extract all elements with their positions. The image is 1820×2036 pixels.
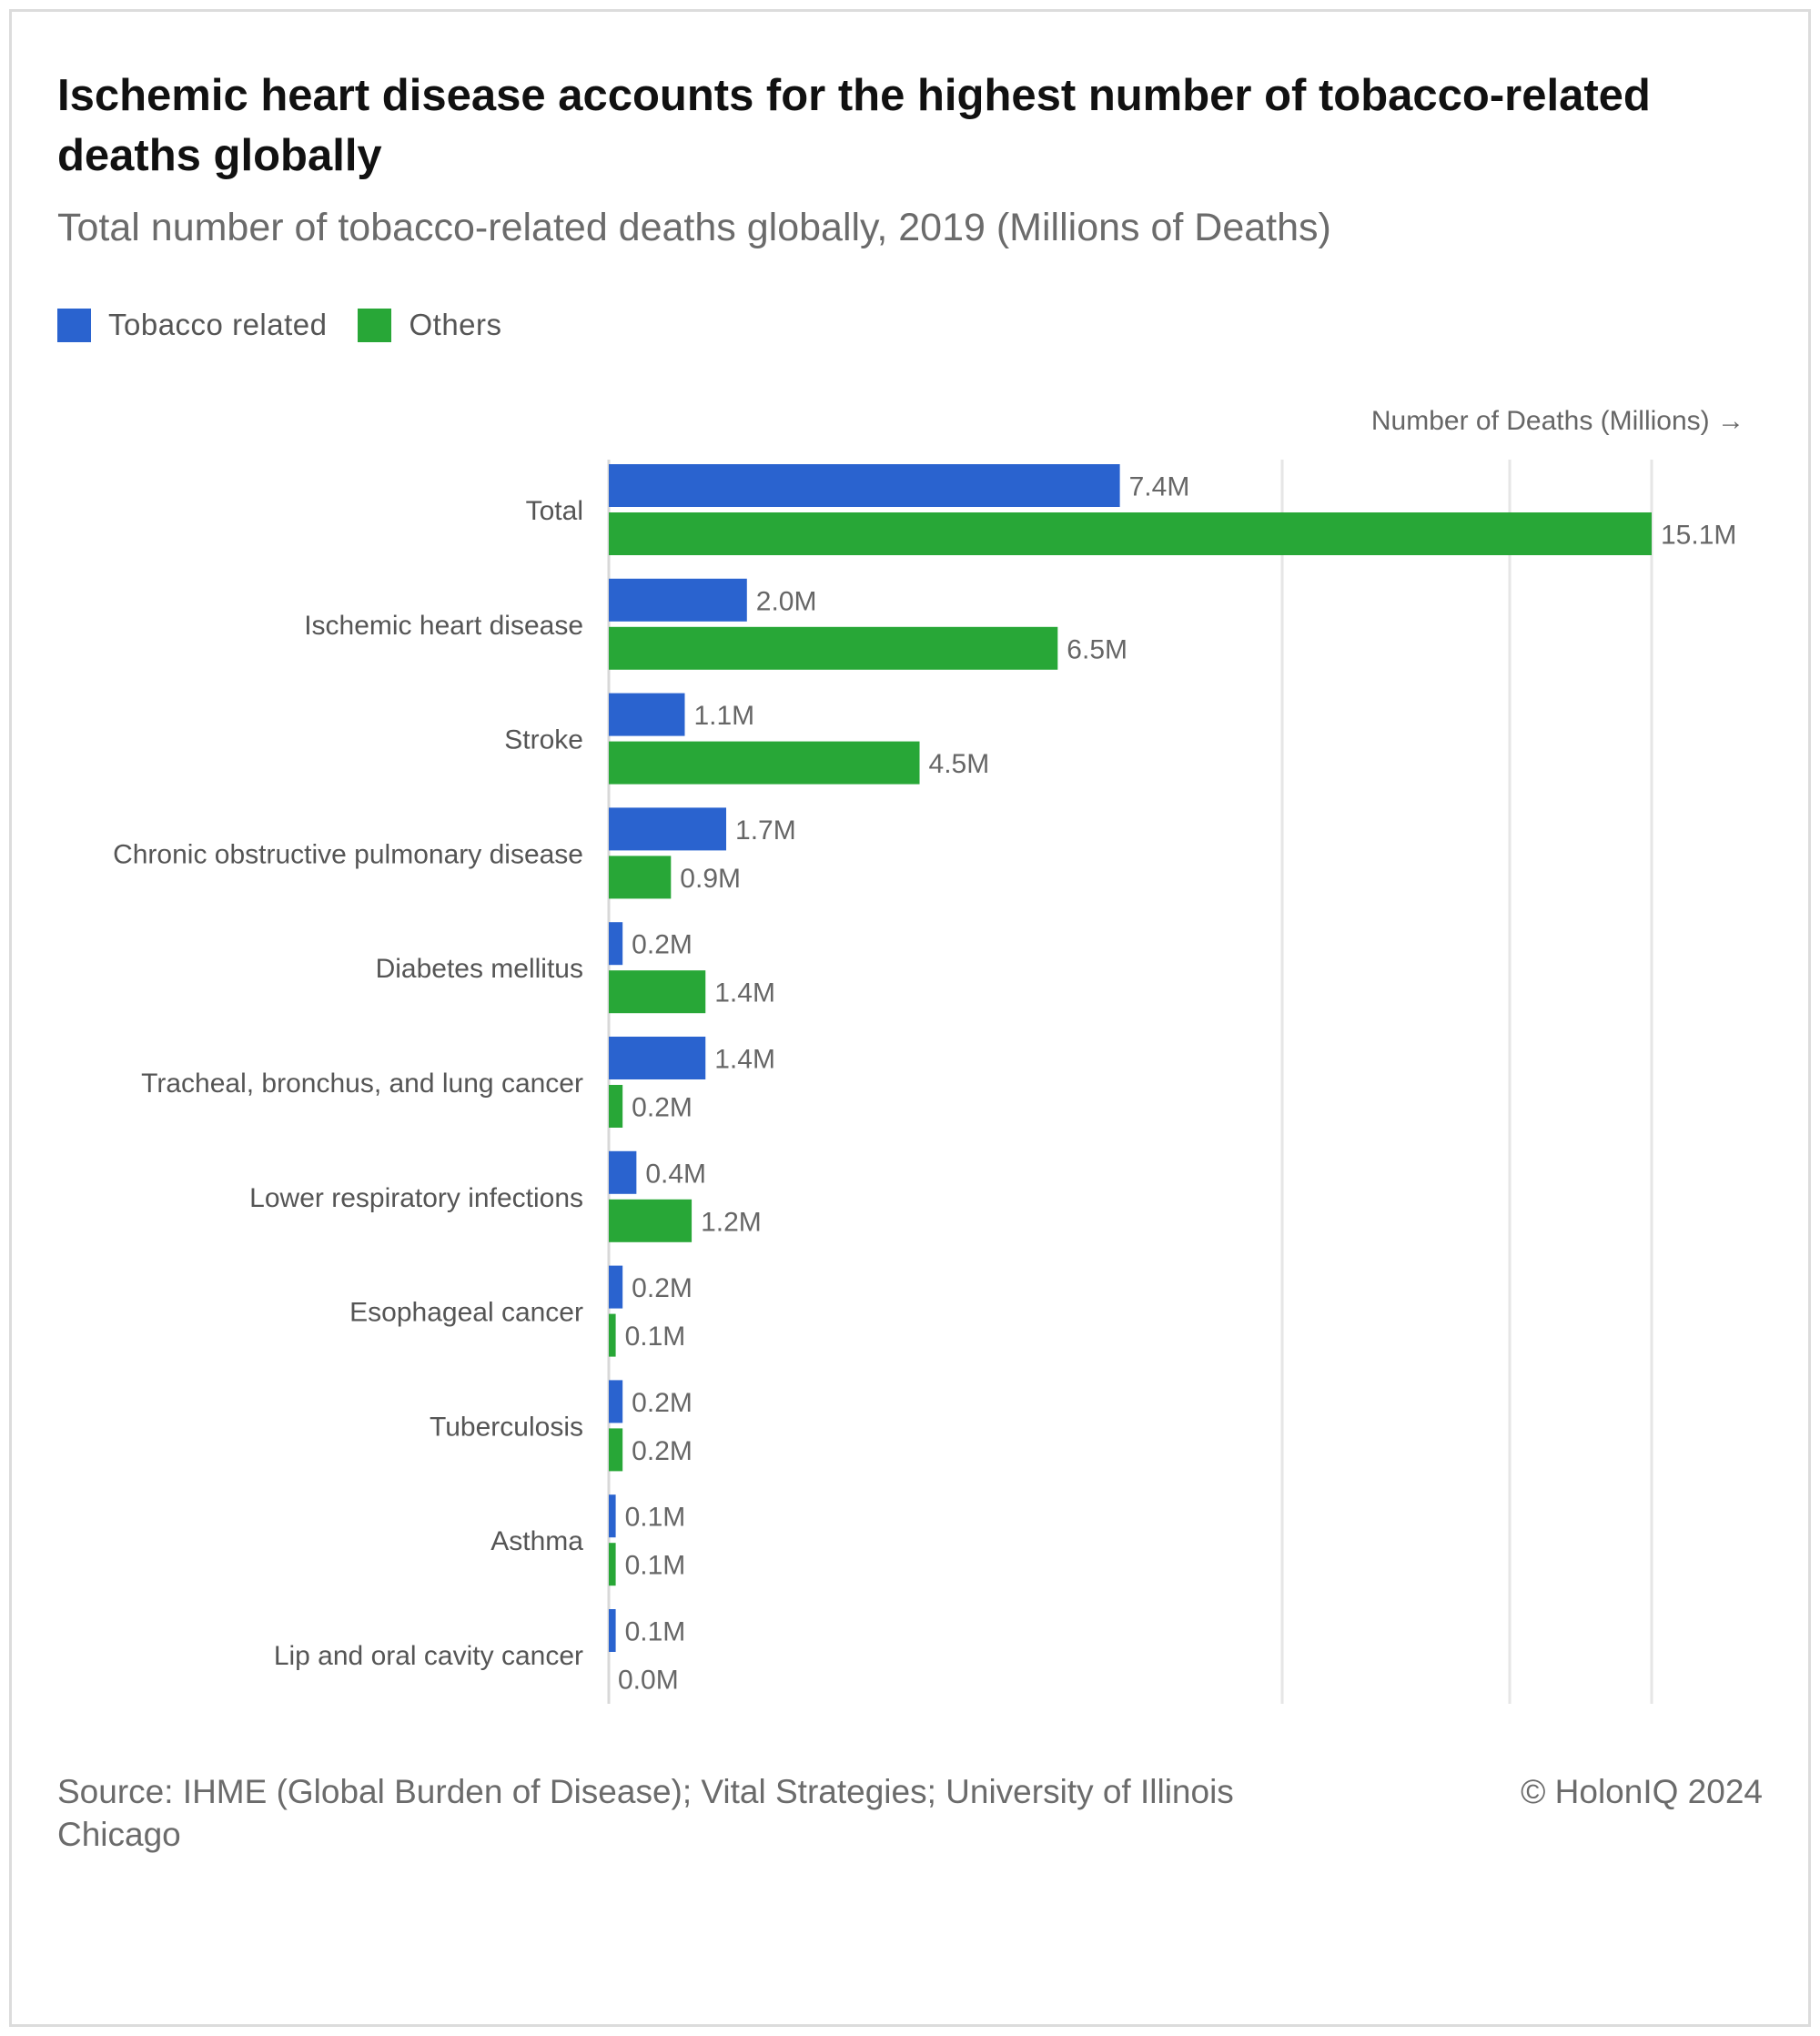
category-label: Diabetes mellitus (376, 954, 583, 984)
data-label: 0.0M (618, 1666, 679, 1696)
legend: Tobacco related Others (57, 305, 533, 345)
data-label: 0.4M (645, 1159, 706, 1189)
data-label: 4.5M (929, 749, 990, 779)
data-label: 1.2M (701, 1207, 762, 1237)
bar-others (609, 970, 706, 1014)
bar-layer (609, 464, 1652, 1652)
label-layer: Total 7.4M 15.1M Ischemic heart disease 2.0M… (113, 472, 1736, 1696)
data-label: 1.4M (714, 978, 775, 1008)
legend-swatch-tobacco (57, 308, 91, 342)
bar-tobacco (609, 1609, 616, 1652)
bar-others (609, 512, 1652, 555)
bar-others (609, 1313, 616, 1357)
data-label: 15.1M (1661, 521, 1736, 551)
bar-tobacco (609, 693, 685, 736)
category-label: Stroke (504, 725, 583, 755)
legend-swatch-others (358, 308, 392, 342)
bar-others (609, 1085, 623, 1128)
source-note: Source: IHME (Global Burden of Disease);… (57, 1773, 1234, 1853)
bar-tobacco (609, 1150, 637, 1194)
data-label: 7.4M (1129, 472, 1190, 502)
data-label: 1.7M (735, 815, 796, 846)
chart-subtitle: Total number of tobacco-related deaths g… (57, 206, 1331, 249)
legend-item-tobacco[interactable]: Tobacco related (57, 308, 327, 342)
data-label: 0.2M (632, 1093, 693, 1123)
category-label: Chronic obstructive pulmonary disease (113, 839, 583, 869)
bar-tobacco (609, 464, 1120, 507)
copyright-note: © HolonIQ 2024 (1521, 1773, 1763, 1810)
legend-label-others: Others (409, 308, 502, 341)
bar-tobacco (609, 1380, 623, 1423)
category-label: Esophageal cancer (349, 1298, 583, 1328)
bar-others (609, 856, 672, 899)
category-label: Asthma (490, 1526, 583, 1556)
category-label: Ischemic heart disease (304, 611, 583, 641)
data-label: 0.1M (625, 1503, 686, 1533)
bar-others (609, 1199, 693, 1242)
data-label: 2.0M (756, 586, 817, 616)
data-label: 0.1M (625, 1322, 686, 1352)
data-label: 6.5M (1067, 634, 1127, 664)
data-label: 1.1M (693, 701, 754, 731)
category-label: Lower respiratory infections (249, 1183, 583, 1213)
data-label: 0.2M (632, 1273, 693, 1303)
data-label: 0.9M (680, 864, 741, 894)
category-label: Tuberculosis (430, 1412, 583, 1442)
data-label: 0.1M (625, 1551, 686, 1581)
bar-tobacco (609, 1265, 623, 1309)
data-label: 0.1M (625, 1617, 686, 1647)
category-label: Lip and oral cavity cancer (274, 1641, 583, 1671)
category-label: Tracheal, bronchus, and lung cancer (141, 1069, 583, 1099)
data-label: 1.4M (714, 1045, 775, 1075)
data-label: 0.2M (632, 1436, 693, 1466)
bar-tobacco (609, 1494, 616, 1538)
data-label: 0.2M (632, 930, 693, 960)
bar-others (609, 1543, 616, 1586)
category-label: Total (526, 496, 583, 526)
bar-tobacco (609, 922, 623, 966)
bar-tobacco (609, 807, 727, 851)
x-axis-title: Number of Deaths (Millions) → (1371, 406, 1744, 436)
bar-tobacco (609, 578, 747, 622)
bar-tobacco (609, 1037, 706, 1079)
bar-others (609, 1428, 623, 1472)
bar-others (609, 741, 920, 785)
legend-label-tobacco: Tobacco related (108, 308, 328, 341)
legend-item-others[interactable]: Others (358, 308, 501, 342)
bar-others (609, 626, 1058, 670)
data-label: 0.2M (632, 1388, 693, 1418)
chart-title: Ischemic heart disease accounts for the … (57, 71, 1651, 180)
